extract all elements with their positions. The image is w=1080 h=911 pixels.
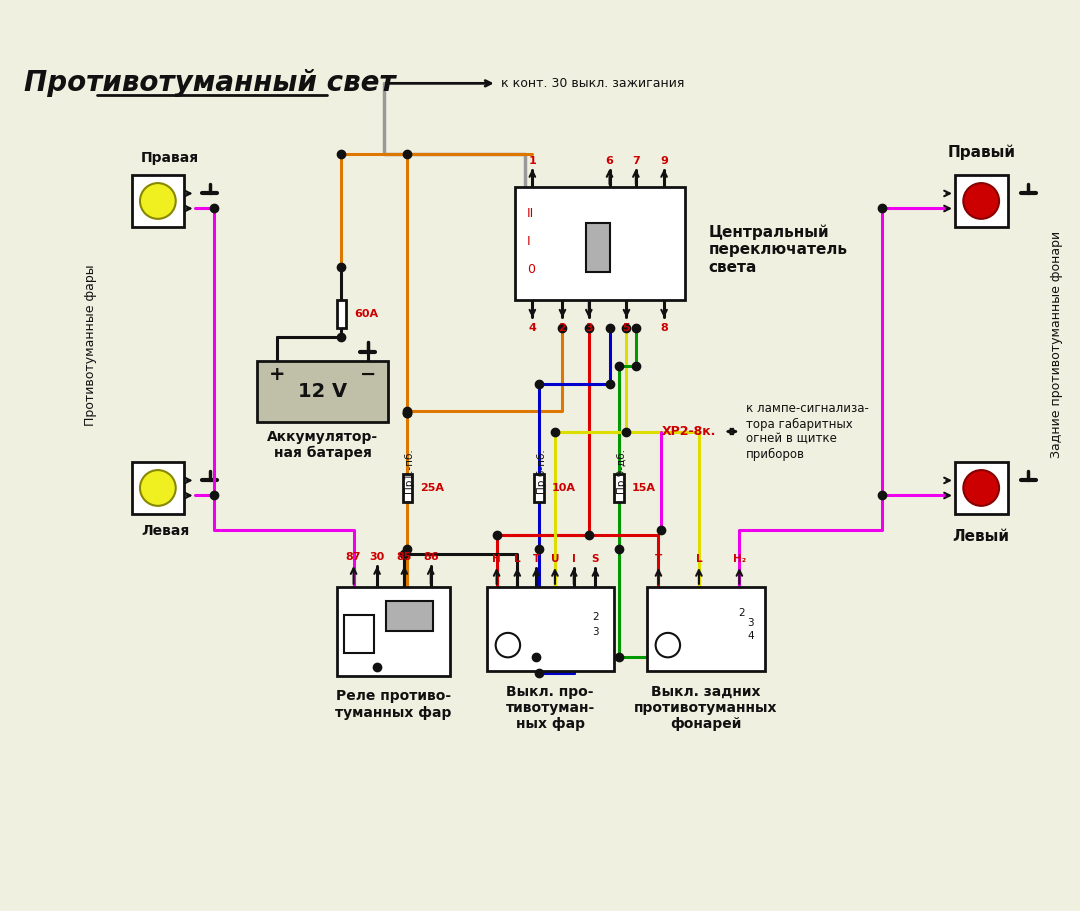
Text: Центральный
переключатель
света: Центральный переключатель света	[708, 224, 848, 275]
Text: 3: 3	[585, 323, 593, 333]
Text: 9: 9	[660, 156, 669, 166]
Text: II: II	[527, 207, 534, 220]
Text: Правая: Правая	[140, 151, 199, 165]
Bar	[487, 587, 615, 671]
Text: 60А: 60А	[354, 309, 379, 319]
Text: 7: 7	[632, 156, 639, 166]
Bar	[337, 300, 346, 328]
Text: Пр1.-пб.: Пр1.-пб.	[404, 448, 414, 493]
Text: 2: 2	[558, 323, 566, 333]
Text: Н: Н	[492, 554, 501, 564]
Text: 25А: 25А	[420, 483, 444, 493]
Text: Выкл. задних
противотуманных
фонарей: Выкл. задних противотуманных фонарей	[634, 685, 778, 731]
Circle shape	[963, 183, 999, 219]
Text: L: L	[696, 554, 702, 564]
Text: Аккумулятор-
ная батарея: Аккумулятор- ная батарея	[267, 430, 378, 460]
Text: 2: 2	[592, 612, 598, 622]
Text: к лампе-сигнализа-
тора габаритных
огней в щитке
приборов: к лампе-сигнализа- тора габаритных огней…	[746, 403, 868, 461]
Text: I: I	[527, 235, 530, 248]
Text: к конт. 30 выкл. зажигания: к конт. 30 выкл. зажигания	[501, 77, 685, 90]
Circle shape	[963, 470, 999, 506]
Text: H₂: H₂	[732, 554, 746, 564]
Text: T: T	[654, 554, 662, 564]
Text: 86: 86	[423, 552, 438, 562]
Text: Противотуманный свет: Противотуманный свет	[24, 69, 395, 97]
Bar	[132, 462, 185, 515]
Text: 4: 4	[528, 323, 537, 333]
Text: 87: 87	[346, 552, 362, 562]
Bar	[535, 474, 543, 502]
Text: Реле противо-
туманных фар: Реле противо- туманных фар	[335, 690, 451, 720]
Bar	[257, 361, 389, 422]
Bar	[337, 587, 449, 676]
Bar	[515, 187, 685, 300]
Text: 4: 4	[747, 630, 754, 640]
Text: 2: 2	[738, 609, 744, 618]
Text: 30: 30	[369, 552, 384, 562]
Bar	[345, 615, 375, 652]
Text: Левая: Левая	[140, 524, 189, 537]
Text: 5: 5	[623, 323, 631, 333]
Text: Выкл. про-
тивотуман-
ных фар: Выкл. про- тивотуман- ных фар	[505, 685, 595, 731]
Text: 0: 0	[527, 263, 535, 276]
Text: U: U	[551, 554, 559, 564]
Text: Пр.6-пб.: Пр.6-пб.	[536, 448, 545, 493]
Text: 3: 3	[592, 627, 598, 637]
Text: Задние противотуманные фонари: Задние противотуманные фонари	[1050, 231, 1063, 458]
Bar	[132, 175, 185, 228]
Text: Правый: Правый	[947, 144, 1015, 159]
Bar	[386, 601, 433, 631]
Text: I: I	[571, 554, 576, 564]
Bar	[955, 462, 1008, 515]
Bar	[403, 474, 411, 502]
Text: 6: 6	[606, 156, 613, 166]
Text: 3: 3	[747, 618, 754, 628]
Text: Противотуманные фары: Противотуманные фары	[83, 264, 96, 425]
Bar	[586, 222, 609, 271]
Circle shape	[656, 633, 680, 658]
Bar	[955, 175, 1008, 228]
Circle shape	[140, 183, 176, 219]
Text: ХР2-8к.: ХР2-8к.	[661, 425, 716, 438]
Text: 8: 8	[660, 323, 667, 333]
Text: 12 V: 12 V	[298, 382, 347, 401]
Text: +: +	[269, 364, 285, 384]
Text: L: L	[514, 554, 521, 564]
Text: Пр.9-дб.: Пр.9-дб.	[616, 448, 625, 494]
Text: 85: 85	[396, 552, 413, 562]
Text: −: −	[360, 364, 376, 384]
Circle shape	[140, 470, 176, 506]
Circle shape	[496, 633, 521, 658]
Text: T: T	[532, 554, 540, 564]
Text: Левый: Левый	[953, 529, 1010, 545]
Bar	[615, 474, 623, 502]
Bar	[647, 587, 765, 671]
Text: 15А: 15А	[632, 483, 657, 493]
Text: 10А: 10А	[552, 483, 576, 493]
Text: 1: 1	[528, 156, 537, 166]
Text: S: S	[592, 554, 599, 564]
